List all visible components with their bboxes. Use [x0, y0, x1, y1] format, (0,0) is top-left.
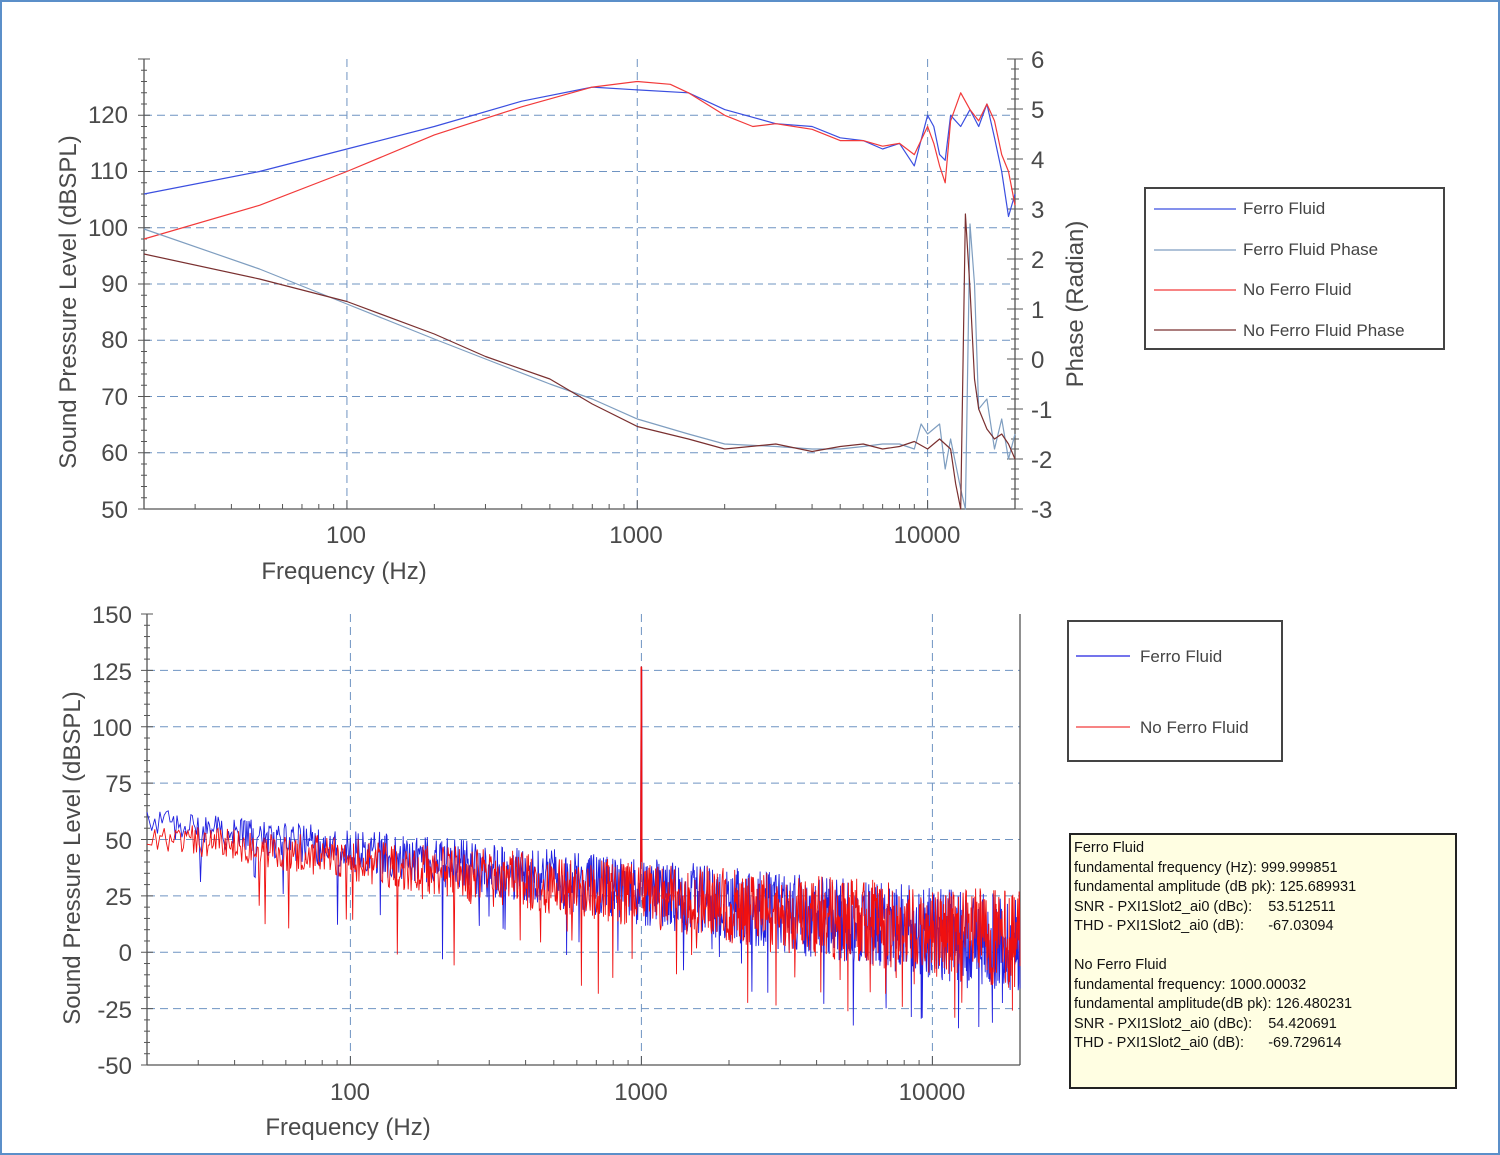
bottom-x-axis-title: Frequency (Hz): [265, 1114, 430, 1141]
legend-label-no-ferro-fluid: No Ferro Fluid: [1243, 280, 1352, 299]
top-y2-tick-3: 3: [1031, 197, 1044, 224]
bottom-y-tick-50: 50: [105, 828, 132, 855]
bottom-y-tick-125: 125: [92, 659, 132, 686]
top-x-axis-title: Frequency (Hz): [261, 558, 426, 585]
bottom-y-tick-25: 25: [105, 884, 132, 911]
bottom-axes: [141, 613, 1021, 1066]
top-y2-tick-2: 2: [1031, 247, 1044, 274]
top-y-tick-90: 90: [101, 271, 128, 298]
top-legend: Ferro Fluid Ferro Fluid Phase No Ferro F…: [1144, 187, 1445, 350]
legend-label-no-ferro-fluid-phase: No Ferro Fluid Phase: [1243, 321, 1405, 340]
series-line-ferro-fluid-phase: [143, 223, 1016, 510]
stats-ferro-fundamental-frequency: fundamental frequency (Hz): 999.999851: [1074, 859, 1338, 876]
top-y2-tick-1: 1: [1031, 297, 1044, 324]
stats-no-ferro-thd: THD - PXI1Slot2_ai0 (dB): -69.729614: [1074, 1035, 1342, 1051]
top-y2-tick-6: 6: [1031, 47, 1044, 74]
bottom-y-axis-title: Sound Pressure Level (dBSPL): [59, 691, 86, 1025]
top-y-axis-title: Sound Pressure Level (dBSPL): [55, 135, 82, 469]
top-legend-box: [1144, 187, 1445, 350]
stats-ferro-fundamental-amplitude: fundamental amplitude (dB pk): 125.68993…: [1074, 879, 1357, 895]
series-line-no-ferro-fluid-phase: [143, 213, 1016, 510]
bottom-y-tick-75: 75: [105, 771, 132, 798]
stats-spacer: [1074, 937, 1452, 957]
top-y2-axis-title: Phase (Radian): [1062, 221, 1089, 388]
top-y-tick-70: 70: [101, 384, 128, 411]
bottom-series: [146, 666, 1021, 1029]
series-line-no-ferro-fluid: [143, 80, 1016, 240]
top-y-tick-60: 60: [101, 440, 128, 467]
top-y2-tick-neg2: -2: [1031, 447, 1052, 474]
bottom-y-tick-neg50: -50: [97, 1053, 132, 1080]
top-x-tick-100: 100: [326, 522, 366, 549]
top-series: [143, 80, 1016, 510]
top-y2-tick-neg3: -3: [1031, 497, 1052, 524]
top-x-tick-10000: 10000: [894, 522, 961, 549]
stats-no-ferro-snr: SNR - PXI1Slot2_ai0 (dBc): 54.420691: [1074, 1015, 1337, 1032]
stats-no-ferro-title: No Ferro Fluid: [1074, 957, 1167, 973]
stats-no-ferro-fundamental-amplitude: fundamental amplitude(dB pk): 126.480231: [1074, 996, 1353, 1012]
stats-ferro-title: Ferro Fluid: [1074, 840, 1145, 856]
top-axes: [138, 58, 1023, 510]
top-y2-tick-4: 4: [1031, 147, 1044, 174]
top-y2-tick-0: 0: [1031, 347, 1044, 374]
bottom-legend-box: [1067, 620, 1283, 762]
bottom-y-tick-0: 0: [119, 940, 132, 967]
bottom-y-tick-neg25: -25: [97, 997, 132, 1024]
bottom-chart: 100 1000 10000 -50 -25 0 25 50 75 100 12…: [59, 602, 1283, 1141]
bottom-x-tick-100: 100: [330, 1079, 370, 1106]
top-x-tick-1000: 1000: [609, 522, 662, 549]
legend-label-ferro-fluid: Ferro Fluid: [1243, 199, 1325, 218]
bottom-y-tick-150: 150: [92, 602, 132, 629]
stats-ferro-snr: SNR - PXI1Slot2_ai0 (dBc): 53.512511: [1074, 898, 1336, 915]
top-y-tick-120: 120: [88, 102, 128, 129]
top-chart: 100 1000 10000 50 60 70 80 90 100 110 12…: [55, 47, 1445, 585]
top-grid: [144, 59, 1015, 509]
measurement-stats-box: Ferro Fluid fundamental frequency (Hz): …: [1069, 833, 1457, 1089]
top-y2-tick-5: 5: [1031, 97, 1044, 124]
bottom-x-tick-1000: 1000: [614, 1079, 667, 1106]
legend-label-spectrum-no-ferro-fluid: No Ferro Fluid: [1140, 718, 1249, 737]
top-y-tick-80: 80: [101, 327, 128, 354]
stats-ferro-thd: THD - PXI1Slot2_ai0 (dB): -67.03094: [1074, 918, 1334, 934]
bottom-y-tick-100: 100: [92, 715, 132, 742]
spectrum-line-no-ferro-fluid: [146, 666, 1021, 1018]
bottom-legend: Ferro Fluid No Ferro Fluid: [1067, 620, 1283, 762]
legend-label-ferro-fluid-phase: Ferro Fluid Phase: [1243, 240, 1378, 259]
top-y2-tick-neg1: -1: [1031, 397, 1052, 424]
top-y-tick-100: 100: [88, 215, 128, 242]
bottom-x-tick-10000: 10000: [899, 1079, 966, 1106]
legend-label-spectrum-ferro-fluid: Ferro Fluid: [1140, 647, 1222, 666]
top-y-tick-110: 110: [90, 158, 128, 185]
stats-no-ferro-fundamental-frequency: fundamental frequency: 1000.00032: [1074, 976, 1307, 993]
top-y-tick-50: 50: [101, 497, 128, 524]
